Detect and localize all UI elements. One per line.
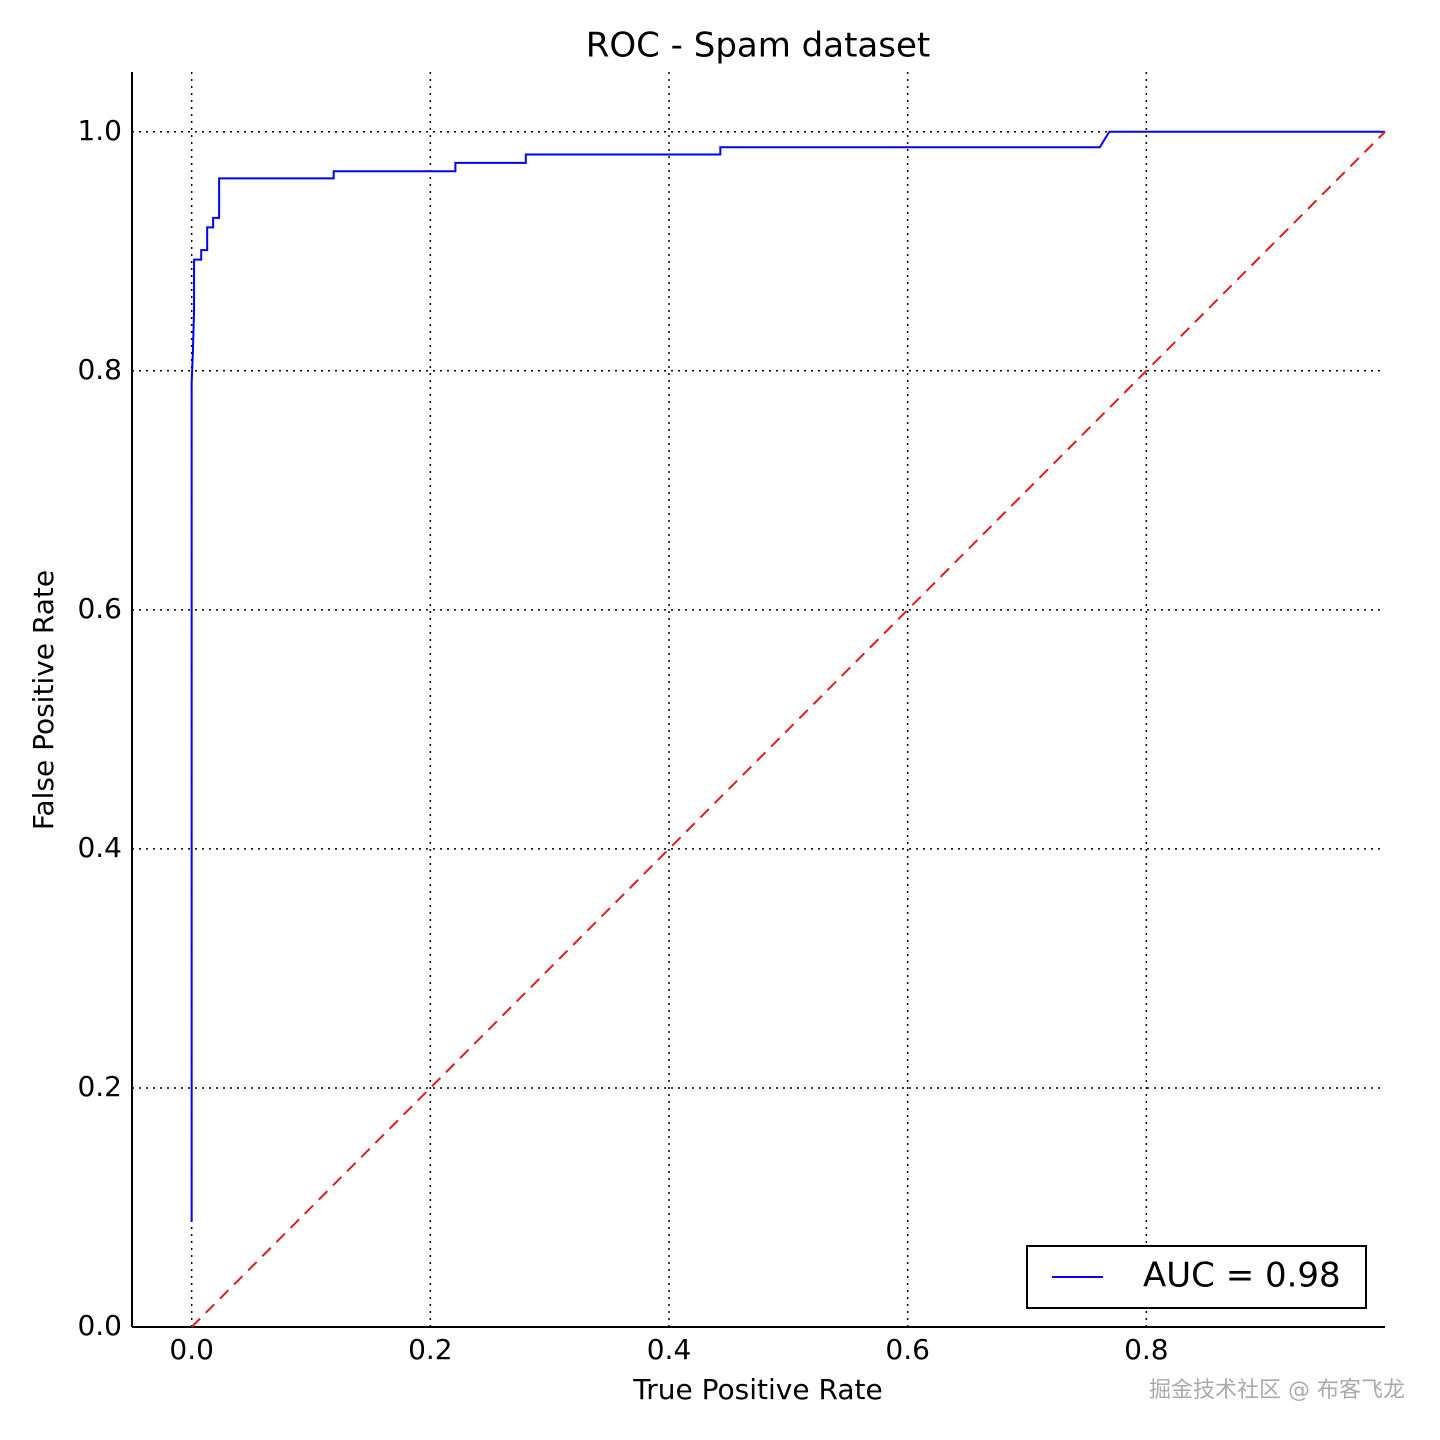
y-tick-label: 1.0 [77,114,122,147]
y-axis-label: False Positive Rate [27,570,60,830]
y-tick-label: 0.0 [77,1309,122,1342]
x-tick-label: 0.0 [169,1333,214,1366]
y-tick-label: 0.6 [77,592,122,625]
legend-label: AUC = 0.98 [1143,1256,1341,1296]
y-tick-label: 0.8 [77,353,122,386]
x-tick-label: 0.4 [647,1333,692,1366]
chart-title: ROC - Spam dataset [586,26,930,66]
series-line [190,131,1386,1328]
x-tick-label: 0.6 [885,1333,930,1366]
y-tick-label: 0.4 [77,831,122,864]
x-axis-label: True Positive Rate [632,1373,882,1406]
x-tick-label: 0.2 [408,1333,453,1366]
watermark: 掘金技术社区 @ 布客飞龙 [1149,1378,1405,1403]
y-tick-label: 0.2 [77,1070,122,1103]
series-line [190,130,1385,1222]
x-tick-label: 0.8 [1124,1333,1169,1366]
